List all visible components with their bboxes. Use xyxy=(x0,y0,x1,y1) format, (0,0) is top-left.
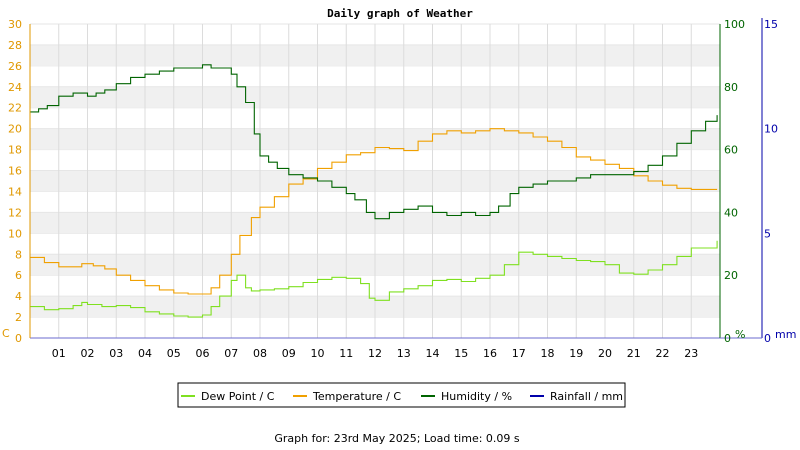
x-tick-label: 17 xyxy=(512,347,526,360)
chart-title: Daily graph of Weather xyxy=(327,7,473,20)
footer-text: Graph for: 23rd May 2025; Load time: 0.0… xyxy=(274,432,520,445)
legend-label: Temperature / C xyxy=(312,390,401,403)
x-tick-label: 05 xyxy=(167,347,181,360)
left-tick-label: 28 xyxy=(8,39,22,52)
rainfall-tick-label: 10 xyxy=(764,123,778,136)
left-tick-label: 24 xyxy=(8,81,22,94)
x-tick-label: 01 xyxy=(52,347,66,360)
rainfall-tick-label: 0 xyxy=(764,332,771,345)
rainfall-axis-unit: mm xyxy=(775,328,796,341)
left-tick-label: 26 xyxy=(8,60,22,73)
series-line-humidity xyxy=(30,64,718,220)
x-tick-label: 18 xyxy=(541,347,555,360)
x-tick-label: 11 xyxy=(339,347,353,360)
legend-label: Rainfall / mm xyxy=(550,390,623,403)
x-tick-label: 04 xyxy=(138,347,152,360)
left-tick-label: 4 xyxy=(15,290,22,303)
x-tick-label: 03 xyxy=(109,347,123,360)
left-tick-label: 16 xyxy=(8,165,22,178)
x-tick-label: 14 xyxy=(426,347,440,360)
x-tick-label: 02 xyxy=(81,347,95,360)
left-tick-label: 2 xyxy=(15,311,22,324)
rainfall-tick-label: 5 xyxy=(764,227,771,240)
x-tick-label: 10 xyxy=(311,347,325,360)
humidity-tick-label: 40 xyxy=(724,206,738,219)
x-tick-label: 19 xyxy=(569,347,583,360)
rainfall-tick-label: 15 xyxy=(764,18,778,31)
series-line-temperature xyxy=(30,128,718,295)
left-tick-label: 18 xyxy=(8,144,22,157)
humidity-tick-label: 0 xyxy=(724,332,731,345)
left-tick-label: 20 xyxy=(8,123,22,136)
x-tick-label: 20 xyxy=(598,347,612,360)
x-tick-label: 12 xyxy=(368,347,382,360)
legend-label: Humidity / % xyxy=(441,390,512,403)
left-tick-label: 30 xyxy=(8,18,22,31)
humidity-axis-unit: % xyxy=(735,328,745,341)
x-tick-label: 21 xyxy=(627,347,641,360)
left-tick-label: 14 xyxy=(8,185,22,198)
legend-box xyxy=(177,382,626,408)
x-tick-label: 23 xyxy=(684,347,698,360)
left-tick-label: 0 xyxy=(15,332,22,345)
humidity-tick-label: 60 xyxy=(724,144,738,157)
left-tick-label: 10 xyxy=(8,227,22,240)
left-tick-label: 12 xyxy=(8,206,22,219)
left-axis-unit: C xyxy=(2,327,10,340)
x-tick-label: 15 xyxy=(454,347,468,360)
x-tick-label: 08 xyxy=(253,347,267,360)
humidity-tick-label: 100 xyxy=(724,18,745,31)
x-tick-label: 16 xyxy=(483,347,497,360)
x-tick-label: 13 xyxy=(397,347,411,360)
x-tick-label: 07 xyxy=(224,347,238,360)
axes-layer xyxy=(29,18,763,339)
legend-label: Dew Point / C xyxy=(201,390,275,403)
legend: Dew Point / C Temperature / C Humidity / %… xyxy=(177,382,626,408)
humidity-tick-label: 20 xyxy=(724,269,738,282)
x-tick-label: 09 xyxy=(282,347,296,360)
left-tick-label: 22 xyxy=(8,102,22,115)
left-tick-label: 6 xyxy=(15,269,22,282)
x-tick-label: 06 xyxy=(196,347,210,360)
x-tick-label: 22 xyxy=(656,347,670,360)
series-line-dew xyxy=(30,240,718,318)
humidity-tick-label: 80 xyxy=(724,81,738,94)
left-tick-label: 8 xyxy=(15,248,22,261)
